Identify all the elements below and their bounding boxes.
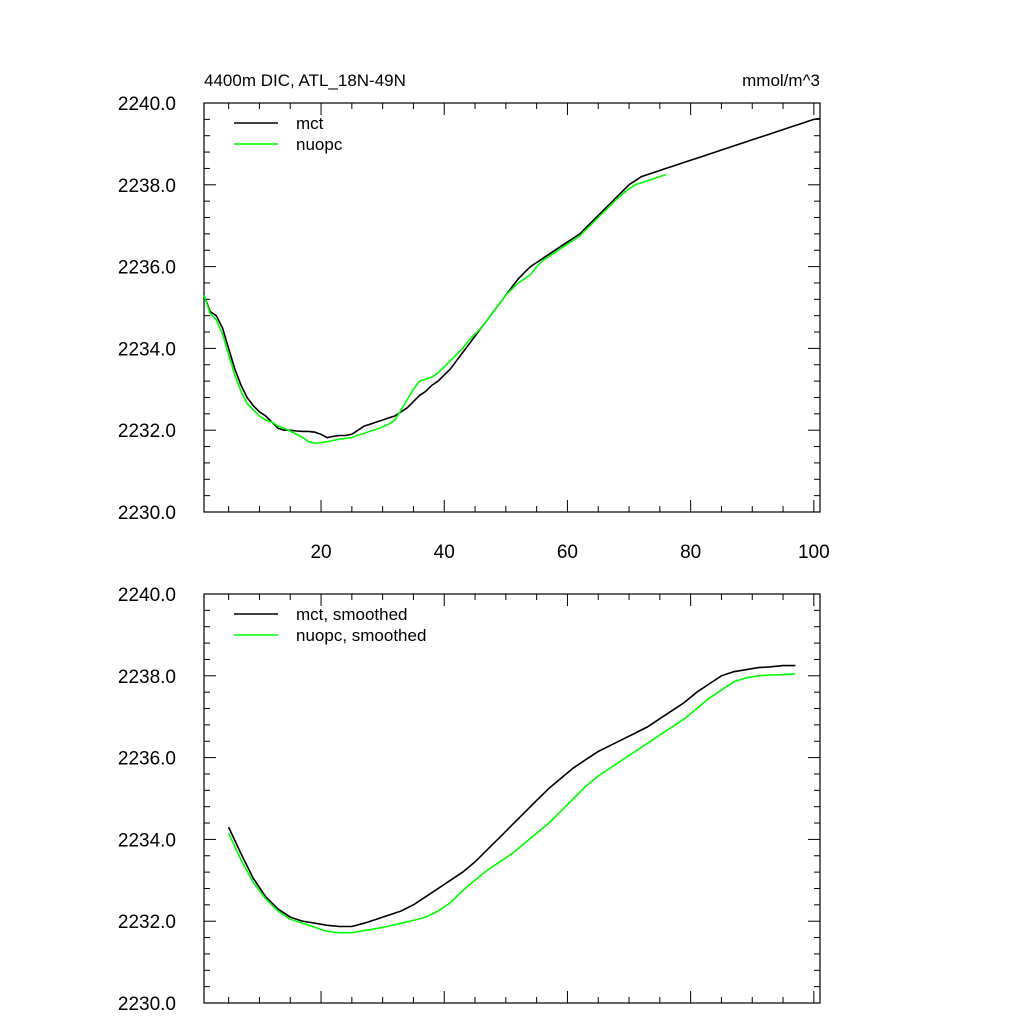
series-line-mct (227, 664, 796, 928)
top-line-plot: 4400m DIC, ATL_18N-49N mmol/m^3 20 40 60 80… (118, 71, 830, 563)
x-tick-label: 20 (310, 542, 331, 563)
y-tick-label: 2234.0 (118, 830, 176, 851)
y-tick-label: 2234.0 (118, 339, 176, 360)
y-tick-label: 2240.0 (118, 585, 176, 606)
chart-title: 4400m DIC, ATL_18N-49N (204, 71, 406, 90)
y-tick-label: 2230.0 (118, 503, 176, 524)
legend-label: nuopc, smoothed (296, 626, 426, 645)
y-tick-label: 2230.0 (118, 994, 176, 1015)
x-tick-label: 40 (434, 542, 455, 563)
y-tick-label: 2238.0 (118, 667, 176, 688)
plot-frame (203, 593, 821, 1004)
y-tick-label: 2236.0 (118, 749, 176, 770)
x-tick-label: 80 (680, 542, 701, 563)
legend-label: nuopc (296, 135, 343, 154)
y-tick-label: 2232.0 (118, 421, 176, 442)
y-tick-label: 2240.0 (118, 94, 176, 115)
legend-label: mct (296, 114, 324, 133)
y-tick-label: 2236.0 (118, 258, 176, 279)
series-line-nuopc (203, 173, 667, 445)
y-tick-label: 2238.0 (118, 176, 176, 197)
plot-frame (203, 102, 821, 513)
units-label: mmol/m^3 (742, 71, 820, 90)
legend-label: mct, smoothed (296, 605, 408, 624)
series-line-mct (203, 117, 821, 439)
x-tick-label: 60 (557, 542, 578, 563)
x-tick-label: 100 (798, 542, 830, 563)
y-tick-label: 2232.0 (118, 912, 176, 933)
bottom-line-plot: 2230.0 2232.0 2234.0 2236.0 2238.0 2240.0 mct,… (118, 585, 821, 1015)
series-line-nuopc (227, 673, 796, 934)
